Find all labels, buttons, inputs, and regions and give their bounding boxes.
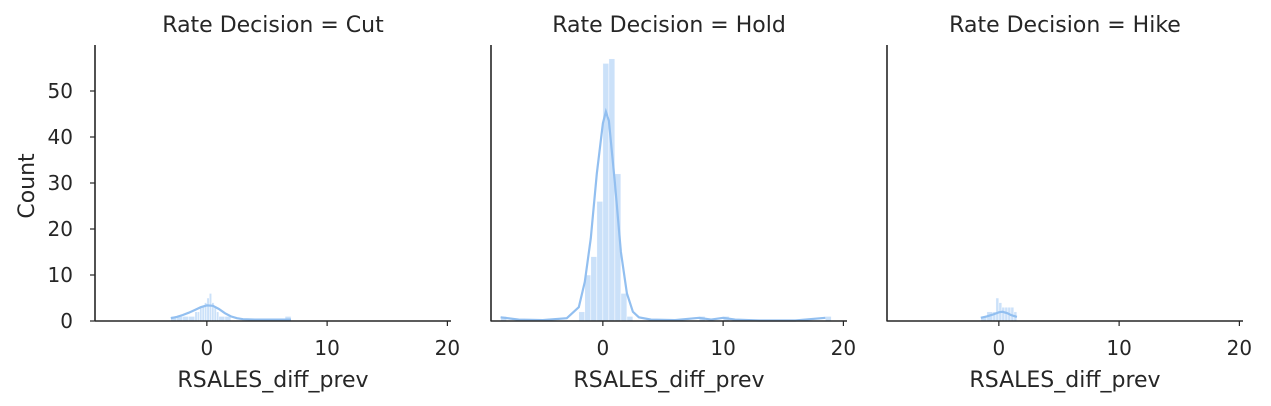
histogram-bar — [206, 297, 210, 322]
x-tick-label: 10 — [1106, 336, 1131, 360]
histogram-bar — [194, 311, 198, 322]
histogram-bar — [1001, 306, 1006, 322]
histogram-bar — [216, 311, 220, 322]
histogram-bar — [590, 256, 598, 322]
facet-panel: 0 10 20 Rate Decision = Hike RSALES_diff_pre… — [886, 13, 1252, 393]
x-tick-label: 0 — [992, 336, 1005, 360]
facet-title: Rate Decision = Cut — [162, 13, 384, 38]
histogram-bar — [209, 293, 212, 322]
histogram-bar — [196, 311, 200, 322]
kde-curve — [980, 310, 1018, 319]
histogram-bar — [578, 311, 586, 322]
x-tick-label: 0 — [200, 336, 213, 360]
histogram-bar — [213, 306, 217, 322]
facet-panels: 0 10 20 0 10 20 30 40 50 Rate Decision = Cut RSALE… — [48, 13, 1253, 393]
x-tick-label: 10 — [314, 336, 339, 360]
kde-curve — [170, 304, 291, 321]
y-tick-label: 10 — [48, 263, 73, 287]
histogram-bar — [201, 306, 205, 322]
x-axis-label: RSALES_diff_prev — [969, 368, 1160, 393]
kde-curve — [500, 107, 826, 322]
histogram-bar — [608, 58, 616, 322]
y-tick-label: 40 — [48, 125, 73, 149]
histogram-bar — [602, 63, 610, 322]
facet-panel: 0 10 20 Rate Decision = Hold RSALES_diff_pre… — [490, 13, 856, 393]
y-tick-label: 30 — [48, 171, 73, 195]
histogram-bar — [199, 306, 203, 322]
x-tick-label: 20 — [831, 336, 856, 360]
facet-title: Rate Decision = Hike — [949, 13, 1181, 38]
x-tick-label: 10 — [710, 336, 735, 360]
x-tick-label: 0 — [596, 336, 609, 360]
y-tick-label: 20 — [48, 217, 73, 241]
y-tick-label: 50 — [48, 79, 73, 103]
histogram-bar — [995, 297, 1000, 322]
histogram-bar — [596, 201, 604, 322]
facet-panel: 0 10 20 0 10 20 30 40 50 Rate Decision = Cut RSALE… — [48, 13, 461, 393]
y-tick-label: 0 — [60, 309, 73, 333]
x-axis-label: RSALES_diff_prev — [177, 368, 368, 393]
x-tick-label: 20 — [1227, 336, 1252, 360]
x-axis-label: RSALES_diff_prev — [573, 368, 764, 393]
facet-title: Rate Decision = Hold — [552, 13, 786, 38]
y-axis-label: Count — [15, 153, 40, 219]
x-tick-label: 20 — [435, 336, 460, 360]
histogram-bar — [620, 293, 628, 322]
